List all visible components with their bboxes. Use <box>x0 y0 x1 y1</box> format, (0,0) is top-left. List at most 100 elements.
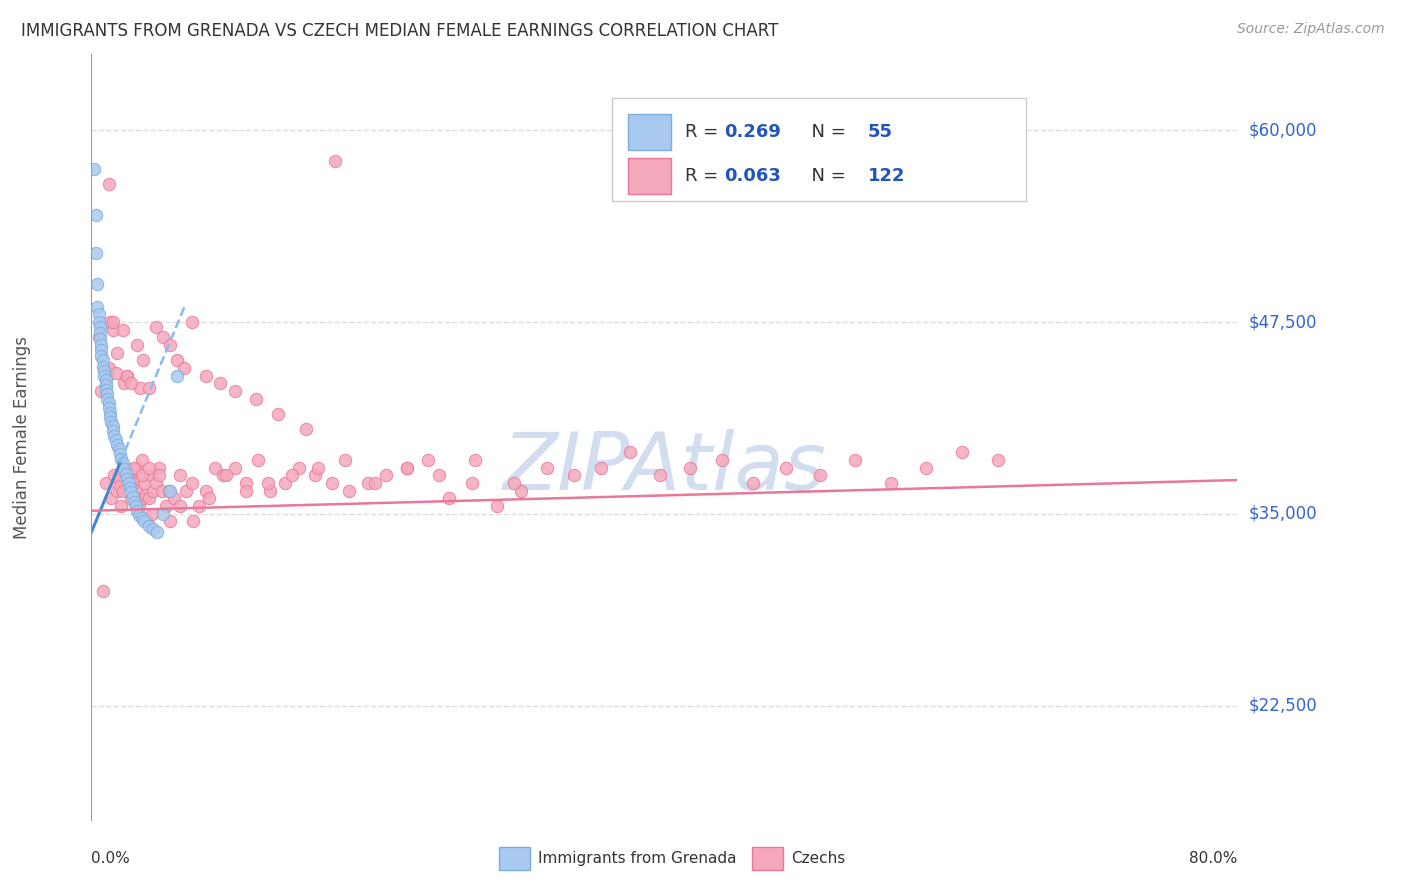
Point <box>915 460 938 475</box>
Point <box>112 462 135 476</box>
Point <box>142 483 165 498</box>
Point <box>98 405 121 419</box>
Point <box>98 315 121 329</box>
Point <box>281 468 304 483</box>
Point <box>131 468 153 483</box>
Point <box>111 483 134 498</box>
Point <box>131 511 153 525</box>
Point <box>132 491 155 506</box>
Point <box>148 468 170 483</box>
Point <box>107 442 129 457</box>
Point <box>132 353 155 368</box>
Point <box>148 460 170 475</box>
Point <box>155 499 177 513</box>
Point <box>103 468 125 483</box>
Point <box>138 381 160 395</box>
Text: R =: R = <box>685 167 724 185</box>
Point <box>245 392 267 406</box>
Point <box>96 368 118 383</box>
Point <box>215 468 238 483</box>
Point <box>122 473 145 487</box>
Point <box>333 453 356 467</box>
Point <box>101 424 124 438</box>
Point <box>562 468 585 483</box>
Point <box>124 494 146 508</box>
Point <box>150 483 173 498</box>
Point <box>121 491 143 506</box>
Point <box>90 343 112 357</box>
Point <box>323 153 346 168</box>
Point <box>159 338 181 352</box>
Point <box>138 519 160 533</box>
Point <box>90 349 112 363</box>
Point <box>307 460 329 475</box>
Point <box>141 507 163 521</box>
Point <box>127 338 149 352</box>
Point <box>679 460 702 475</box>
Point <box>375 468 398 483</box>
Point <box>395 460 418 475</box>
Point <box>844 453 866 467</box>
Text: Immigrants from Grenada: Immigrants from Grenada <box>538 851 737 865</box>
Point <box>127 504 149 518</box>
Point <box>96 387 118 401</box>
Point <box>194 483 217 498</box>
Point <box>89 332 111 346</box>
Point <box>619 445 641 459</box>
Point <box>115 368 138 383</box>
Point <box>110 451 132 466</box>
Point <box>879 476 901 491</box>
Point <box>235 483 257 498</box>
Point <box>710 453 733 467</box>
Point <box>159 483 181 498</box>
Point <box>107 473 129 487</box>
Point <box>274 476 297 491</box>
Point <box>110 499 132 513</box>
Point <box>105 345 128 359</box>
Point <box>100 415 122 429</box>
Point <box>84 246 107 260</box>
Point <box>357 476 380 491</box>
Point <box>187 499 209 513</box>
Point <box>97 177 120 191</box>
Point <box>166 368 188 383</box>
Point <box>256 476 278 491</box>
Point <box>131 453 153 467</box>
Point <box>648 468 671 483</box>
Point <box>321 476 343 491</box>
Point <box>212 468 235 483</box>
Point <box>174 483 197 498</box>
Point <box>198 491 221 506</box>
Point <box>364 476 387 491</box>
Text: 80.0%: 80.0% <box>1189 851 1237 866</box>
Point <box>104 433 127 447</box>
Point <box>87 315 110 329</box>
Point <box>416 453 439 467</box>
Point <box>591 460 613 475</box>
Point <box>138 491 160 506</box>
Point <box>129 381 152 395</box>
Point <box>950 445 973 459</box>
Point <box>180 315 202 329</box>
Point <box>87 330 110 344</box>
Point <box>91 359 114 374</box>
Point <box>105 483 128 498</box>
Point <box>125 483 148 498</box>
Point <box>125 499 148 513</box>
Text: $35,000: $35,000 <box>1249 505 1317 523</box>
Text: N =: N = <box>800 167 852 185</box>
Point <box>86 277 108 291</box>
Point <box>810 468 832 483</box>
Point <box>485 499 508 513</box>
Text: Czechs: Czechs <box>792 851 846 865</box>
Point <box>152 507 174 521</box>
Point <box>97 401 120 415</box>
Point <box>86 300 108 314</box>
Point <box>224 460 246 475</box>
Point <box>145 476 167 491</box>
Point <box>115 368 138 383</box>
Point <box>114 467 136 481</box>
Point <box>124 476 146 491</box>
Point <box>181 515 204 529</box>
Point <box>114 460 136 475</box>
